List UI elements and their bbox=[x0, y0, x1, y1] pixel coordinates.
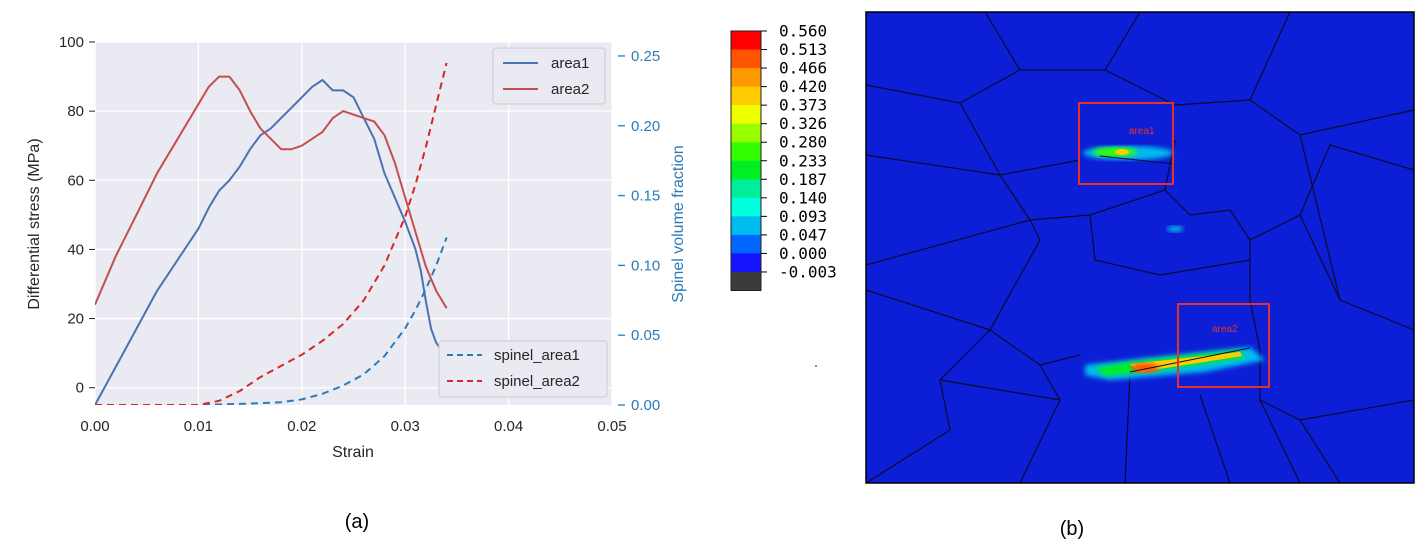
x-tick-label: 0.03 bbox=[391, 418, 420, 435]
colorbar-swatch bbox=[731, 271, 761, 291]
colorbar: 0.5600.5130.4660.4200.3730.3260.2800.233… bbox=[730, 22, 837, 291]
y-tick-label: 80 bbox=[67, 103, 84, 120]
colorbar-swatch bbox=[731, 86, 761, 106]
legend-bottom: spinel_area1 spinel_area2 bbox=[438, 340, 608, 398]
colorbar-swatch bbox=[731, 160, 761, 180]
spinel-patch-small bbox=[1167, 226, 1183, 232]
y-tick-label: 100 bbox=[59, 34, 84, 51]
colorbar-label: 0.280 bbox=[779, 133, 827, 152]
x-tick-label: 0.02 bbox=[287, 418, 316, 435]
spinel-patch-area1 bbox=[1083, 146, 1176, 165]
x-tick-label: 0.01 bbox=[184, 418, 213, 435]
colorbar-swatch bbox=[731, 234, 761, 254]
x-axis-title: Strain bbox=[332, 444, 374, 461]
legend-label-area2: area2 bbox=[551, 81, 589, 98]
colorbar-swatch bbox=[731, 123, 761, 143]
colorbar-label: 0.093 bbox=[779, 207, 827, 226]
grid-lines bbox=[94, 41, 613, 405]
colorbar-label: 0.373 bbox=[779, 96, 827, 115]
y-tick-label: 40 bbox=[67, 241, 84, 258]
x-tick-label: 0.04 bbox=[494, 418, 523, 435]
colorbar-swatch bbox=[731, 105, 761, 125]
y2-tick-label: 0.10 bbox=[631, 257, 660, 274]
y2-axis-ticks: 0.00 0.05 0.10 0.15 0.20 0.25 bbox=[618, 48, 660, 414]
colorbar-label: 0.326 bbox=[779, 114, 827, 133]
panel-a: 0.00 0.01 0.02 0.03 0.04 0.05 0 20 40 60 80 100 0.… bbox=[26, 34, 687, 533]
y2-axis-title: Spinel volume fraction bbox=[670, 145, 687, 302]
caption-b: (b) bbox=[1060, 518, 1084, 540]
panel-b: area1 area2 bbox=[865, 11, 1415, 484]
colorbar-swatch bbox=[731, 179, 761, 199]
region-box-area1 bbox=[1078, 102, 1174, 185]
legend-label-spinel-area1: spinel_area1 bbox=[494, 347, 580, 364]
colorbar-swatch bbox=[731, 253, 761, 273]
y-axis-title: Differential stress (MPa) bbox=[26, 138, 43, 309]
region-box-area2 bbox=[1177, 303, 1270, 388]
colorbar-label: 0.466 bbox=[779, 59, 827, 78]
y-tick-label: 0 bbox=[76, 380, 84, 397]
colorbar-label: 0.420 bbox=[779, 77, 827, 96]
region-label-area1: area1 bbox=[1129, 126, 1155, 137]
colorbar-label: -0.003 bbox=[779, 262, 837, 281]
colorbar-swatch bbox=[731, 197, 761, 217]
y2-tick-label: 0.00 bbox=[631, 397, 660, 414]
region-label-area2: area2 bbox=[1212, 324, 1238, 335]
series-line-area2 bbox=[95, 75, 448, 309]
mesh-background bbox=[866, 12, 1414, 483]
x-tick-label: 0.05 bbox=[597, 418, 626, 435]
colorbar-labels: 0.5600.5130.4660.4200.3730.3260.2800.233… bbox=[761, 22, 837, 281]
colorbar-label: 0.513 bbox=[779, 40, 827, 59]
colorbar-label: 0.233 bbox=[779, 151, 827, 170]
legend-label-area1: area1 bbox=[551, 55, 589, 72]
colorbar-swatch bbox=[731, 142, 761, 162]
y2-tick-label: 0.20 bbox=[631, 118, 660, 135]
legend-label-spinel-area2: spinel_area2 bbox=[494, 373, 580, 390]
y-axis-ticks: 0 20 40 60 80 100 bbox=[59, 34, 95, 397]
y2-tick-label: 0.05 bbox=[631, 327, 660, 344]
colorbar-swatch bbox=[731, 216, 761, 236]
colorbar-label: 0.047 bbox=[779, 225, 827, 244]
colorbar-swatch bbox=[731, 49, 761, 69]
colorbar-label: 0.000 bbox=[779, 244, 827, 263]
stray-dot bbox=[815, 365, 817, 367]
colorbar-swatches bbox=[730, 30, 762, 291]
x-tick-label: 0.00 bbox=[80, 418, 109, 435]
colorbar-label: 0.187 bbox=[779, 170, 827, 189]
legend-top: area1 area2 bbox=[492, 47, 606, 105]
series-line-area1 bbox=[95, 79, 448, 405]
colorbar-label: 0.140 bbox=[779, 188, 827, 207]
caption-a: (a) bbox=[345, 511, 369, 533]
series-line-spinel-area2 bbox=[95, 62, 448, 405]
colorbar-label: 0.560 bbox=[779, 22, 827, 41]
y-tick-label: 20 bbox=[67, 311, 84, 328]
y2-tick-label: 0.25 bbox=[631, 48, 660, 65]
x-axis-ticks: 0.00 0.01 0.02 0.03 0.04 0.05 bbox=[80, 418, 626, 435]
mesh-frame bbox=[865, 11, 1415, 484]
y-tick-label: 60 bbox=[67, 172, 84, 189]
colorbar-swatch bbox=[731, 31, 761, 51]
grain-boundaries bbox=[866, 12, 1414, 483]
y2-tick-label: 0.15 bbox=[631, 188, 660, 205]
series-line-spinel-area1 bbox=[95, 237, 448, 405]
series-lines bbox=[95, 62, 448, 405]
spinel-patch-area2 bbox=[1085, 347, 1265, 380]
colorbar-swatch bbox=[731, 68, 761, 88]
